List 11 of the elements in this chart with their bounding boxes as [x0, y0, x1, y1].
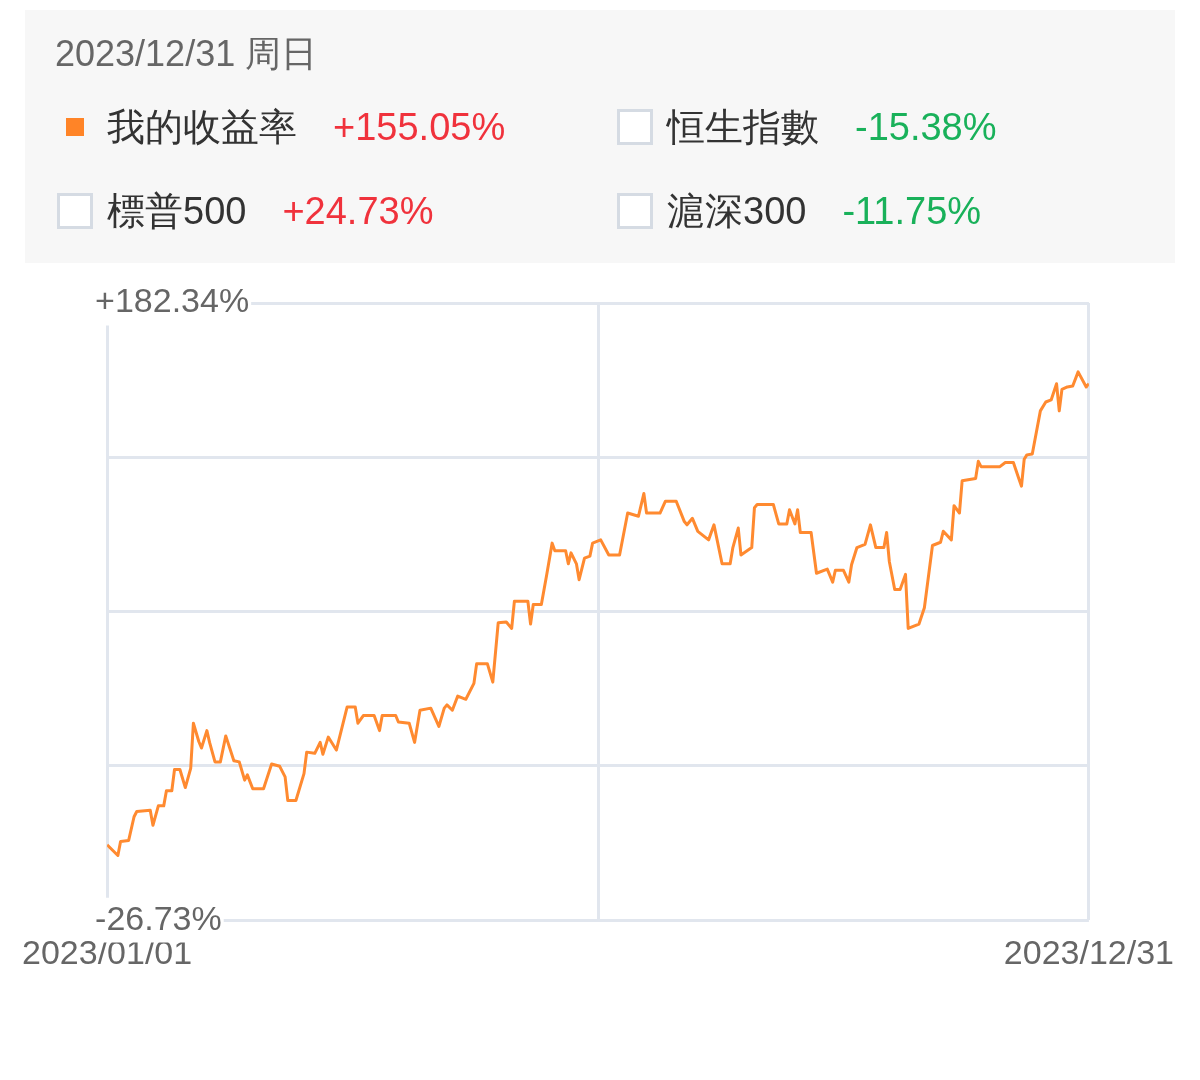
text: +155.05% — [333, 105, 506, 148]
category-label: 我的收益率 — [107, 104, 297, 150]
x-tick-label: 2023/12/31 — [1003, 932, 1174, 971]
category-label: 標普500 — [107, 188, 247, 234]
text: +24.73% — [282, 189, 434, 232]
text: 2023/12/31 周日 — [55, 32, 319, 76]
category-label: 恒生指數 — [667, 104, 819, 150]
text: -11.75% — [842, 189, 982, 232]
y-tick-label: +182.34% — [95, 281, 250, 320]
category-label: 滬深300 — [667, 188, 807, 234]
text: -15.38% — [855, 105, 997, 148]
